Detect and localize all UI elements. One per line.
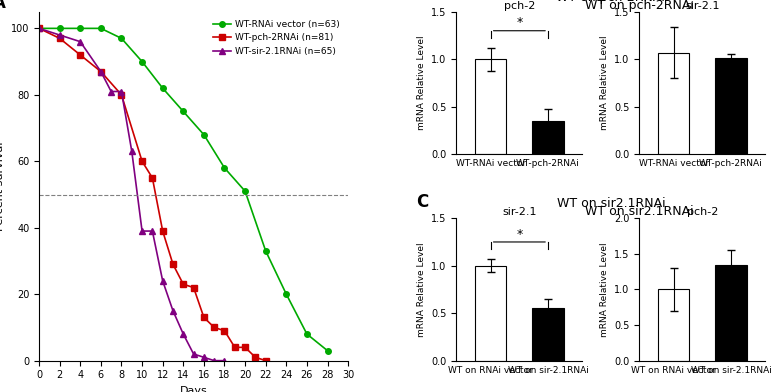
Title: sir-2.1: sir-2.1 xyxy=(502,207,537,218)
WT-pch-2RNAi (n=81) xyxy=(55,36,64,41)
Text: B: B xyxy=(416,0,429,4)
WT-sir-2.1RNAi (n=65) xyxy=(209,358,219,363)
WT-sir-2.1RNAi (n=65) xyxy=(106,89,116,94)
WT-sir-2.1RNAi (n=65) xyxy=(199,355,209,360)
WT-pch-2RNAi (n=81) xyxy=(76,53,85,57)
WT-pch-2RNAi (n=81) xyxy=(219,328,229,333)
Y-axis label: mRNA Relative Level: mRNA Relative Level xyxy=(416,242,426,337)
WT-sir-2.1RNAi (n=65) xyxy=(96,69,105,74)
WT-pch-2RNAi (n=81) xyxy=(168,262,177,267)
WT-sir-2.1RNAi (n=65) xyxy=(189,352,198,356)
WT-RNAi vector (n=63) xyxy=(76,26,85,31)
WT-sir-2.1RNAi (n=65) xyxy=(168,309,177,313)
Text: *: * xyxy=(516,16,522,29)
WT-RNAi vector (n=63) xyxy=(34,26,44,31)
WT-pch-2RNAi (n=81) xyxy=(148,176,157,180)
WT-sir-2.1RNAi (n=65) xyxy=(117,89,127,94)
Y-axis label: mRNA Relative Level: mRNA Relative Level xyxy=(600,242,608,337)
Bar xyxy=(475,59,506,154)
WT-RNAi vector (n=63) xyxy=(117,36,127,41)
WT-pch-2RNAi (n=81) xyxy=(34,26,44,31)
Y-axis label: Percent survival: Percent survival xyxy=(0,142,5,231)
WT-RNAi vector (n=63) xyxy=(219,165,229,170)
Text: C: C xyxy=(416,192,428,211)
Title: sir-2.1: sir-2.1 xyxy=(685,1,719,11)
WT-sir-2.1RNAi (n=65) xyxy=(219,358,229,363)
X-axis label: Days: Days xyxy=(180,386,208,392)
WT-pch-2RNAi (n=81) xyxy=(241,345,250,350)
WT-sir-2.1RNAi (n=65) xyxy=(158,279,167,283)
Y-axis label: mRNA Relative Level: mRNA Relative Level xyxy=(600,36,608,130)
Bar xyxy=(475,266,506,361)
Text: WT on sir2.1RNAi: WT on sir2.1RNAi xyxy=(557,198,665,211)
Bar xyxy=(533,309,564,361)
WT-pch-2RNAi (n=81) xyxy=(179,282,188,287)
Text: A: A xyxy=(0,0,5,12)
WT-RNAi vector (n=63) xyxy=(55,26,64,31)
WT-sir-2.1RNAi (n=65) xyxy=(34,26,44,31)
Bar xyxy=(658,53,690,154)
WT-pch-2RNAi (n=81) xyxy=(137,159,147,163)
WT-pch-2RNAi (n=81) xyxy=(199,315,209,320)
Text: WT on pch-2RNAi: WT on pch-2RNAi xyxy=(556,0,665,4)
Text: *: * xyxy=(516,227,522,241)
Bar xyxy=(533,121,564,154)
WT-pch-2RNAi (n=81) xyxy=(230,345,240,350)
Y-axis label: mRNA Relative Level: mRNA Relative Level xyxy=(416,36,426,130)
WT-pch-2RNAi (n=81) xyxy=(261,358,270,363)
WT-RNAi vector (n=63) xyxy=(302,332,312,336)
WT-pch-2RNAi (n=81) xyxy=(117,93,127,97)
WT-RNAi vector (n=63) xyxy=(261,249,270,253)
WT-RNAi vector (n=63) xyxy=(241,189,250,194)
WT-RNAi vector (n=63) xyxy=(158,86,167,91)
Line: WT-pch-2RNAi (n=81): WT-pch-2RNAi (n=81) xyxy=(36,25,269,363)
Text: WT on sir2.1RNAi: WT on sir2.1RNAi xyxy=(585,205,694,218)
WT-pch-2RNAi (n=81) xyxy=(158,229,167,233)
WT-pch-2RNAi (n=81) xyxy=(209,325,219,330)
WT-sir-2.1RNAi (n=65) xyxy=(179,332,188,336)
Bar xyxy=(715,265,747,361)
WT-pch-2RNAi (n=81) xyxy=(251,355,260,360)
WT-pch-2RNAi (n=81) xyxy=(189,285,198,290)
Line: WT-sir-2.1RNAi (n=65): WT-sir-2.1RNAi (n=65) xyxy=(36,25,227,363)
Bar xyxy=(715,58,747,154)
WT-sir-2.1RNAi (n=65) xyxy=(76,39,85,44)
WT-sir-2.1RNAi (n=65) xyxy=(55,33,64,37)
Title: pch-2: pch-2 xyxy=(686,207,718,218)
WT-pch-2RNAi (n=81) xyxy=(96,69,105,74)
WT-RNAi vector (n=63) xyxy=(323,348,332,353)
Line: WT-RNAi vector (n=63): WT-RNAi vector (n=63) xyxy=(36,25,330,354)
WT-RNAi vector (n=63) xyxy=(179,109,188,114)
Text: WT on pch-2RNAi: WT on pch-2RNAi xyxy=(585,0,694,12)
WT-RNAi vector (n=63) xyxy=(199,132,209,137)
Bar xyxy=(658,289,690,361)
Title: pch-2: pch-2 xyxy=(504,1,535,11)
Legend: WT-RNAi vector (n=63), WT-pch-2RNAi (n=81), WT-sir-2.1RNAi (n=65): WT-RNAi vector (n=63), WT-pch-2RNAi (n=8… xyxy=(209,16,344,60)
WT-RNAi vector (n=63) xyxy=(96,26,105,31)
WT-RNAi vector (n=63) xyxy=(137,59,147,64)
WT-sir-2.1RNAi (n=65) xyxy=(127,149,137,154)
WT-sir-2.1RNAi (n=65) xyxy=(137,229,147,233)
WT-sir-2.1RNAi (n=65) xyxy=(148,229,157,233)
WT-RNAi vector (n=63) xyxy=(282,292,291,296)
